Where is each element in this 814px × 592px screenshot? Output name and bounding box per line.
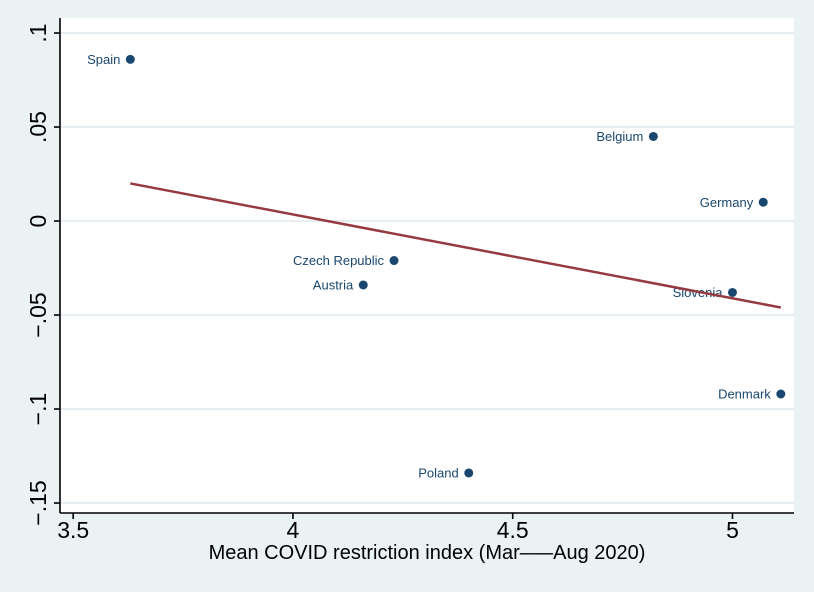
data-point-label-austria: Austria — [313, 278, 354, 293]
x-tick-label: 4.5 — [497, 517, 529, 543]
fit-line — [130, 182, 782, 309]
data-point-label-belgium: Belgium — [596, 129, 643, 144]
data-point-spain — [125, 54, 135, 64]
x-tick-label: 5 — [726, 517, 739, 543]
data-point-slovenia — [727, 287, 737, 297]
axes-layer: .1 .05 0 −.05 −.1 −.153.5 4 4.5 5 — [25, 18, 794, 543]
plot-area — [60, 18, 794, 513]
x-tick-label: 3.5 — [57, 517, 89, 543]
x-axis-title: Mean COVID restriction index (Mar–––Aug … — [209, 542, 646, 564]
y-tick-label: .05 — [25, 111, 51, 143]
y-tick-label: .1 — [25, 23, 51, 42]
data-point-belgium — [648, 131, 658, 141]
data-point-poland — [464, 468, 474, 478]
x-tick-label: 4 — [287, 517, 300, 543]
data-point-label-spain: Spain — [87, 52, 120, 67]
data-point-austria — [358, 280, 368, 290]
data-point-label-czech-republic: Czech Republic — [293, 253, 385, 268]
data-point-label-denmark: Denmark — [718, 387, 771, 402]
data-point-label-poland: Poland — [418, 466, 458, 481]
data-point-label-germany: Germany — [700, 195, 754, 210]
data-point-denmark — [776, 389, 786, 399]
y-tick-label: −.05 — [25, 292, 51, 337]
gridlines-layer — [60, 32, 794, 505]
fit-line-layer — [130, 182, 782, 309]
y-tick-label: 0 — [25, 215, 51, 228]
y-tick-label: −.1 — [25, 393, 51, 426]
data-point-czech-republic — [389, 256, 399, 266]
data-point-germany — [758, 197, 768, 207]
y-tick-label: −.15 — [25, 480, 51, 525]
